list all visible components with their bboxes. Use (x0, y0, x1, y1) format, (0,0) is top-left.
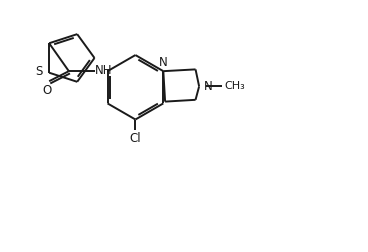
Text: N: N (204, 80, 212, 93)
Text: NH: NH (95, 64, 113, 77)
Text: CH₃: CH₃ (224, 81, 245, 91)
Text: S: S (35, 66, 43, 78)
Text: N: N (159, 56, 168, 69)
Text: O: O (43, 84, 52, 97)
Text: Cl: Cl (130, 132, 141, 145)
